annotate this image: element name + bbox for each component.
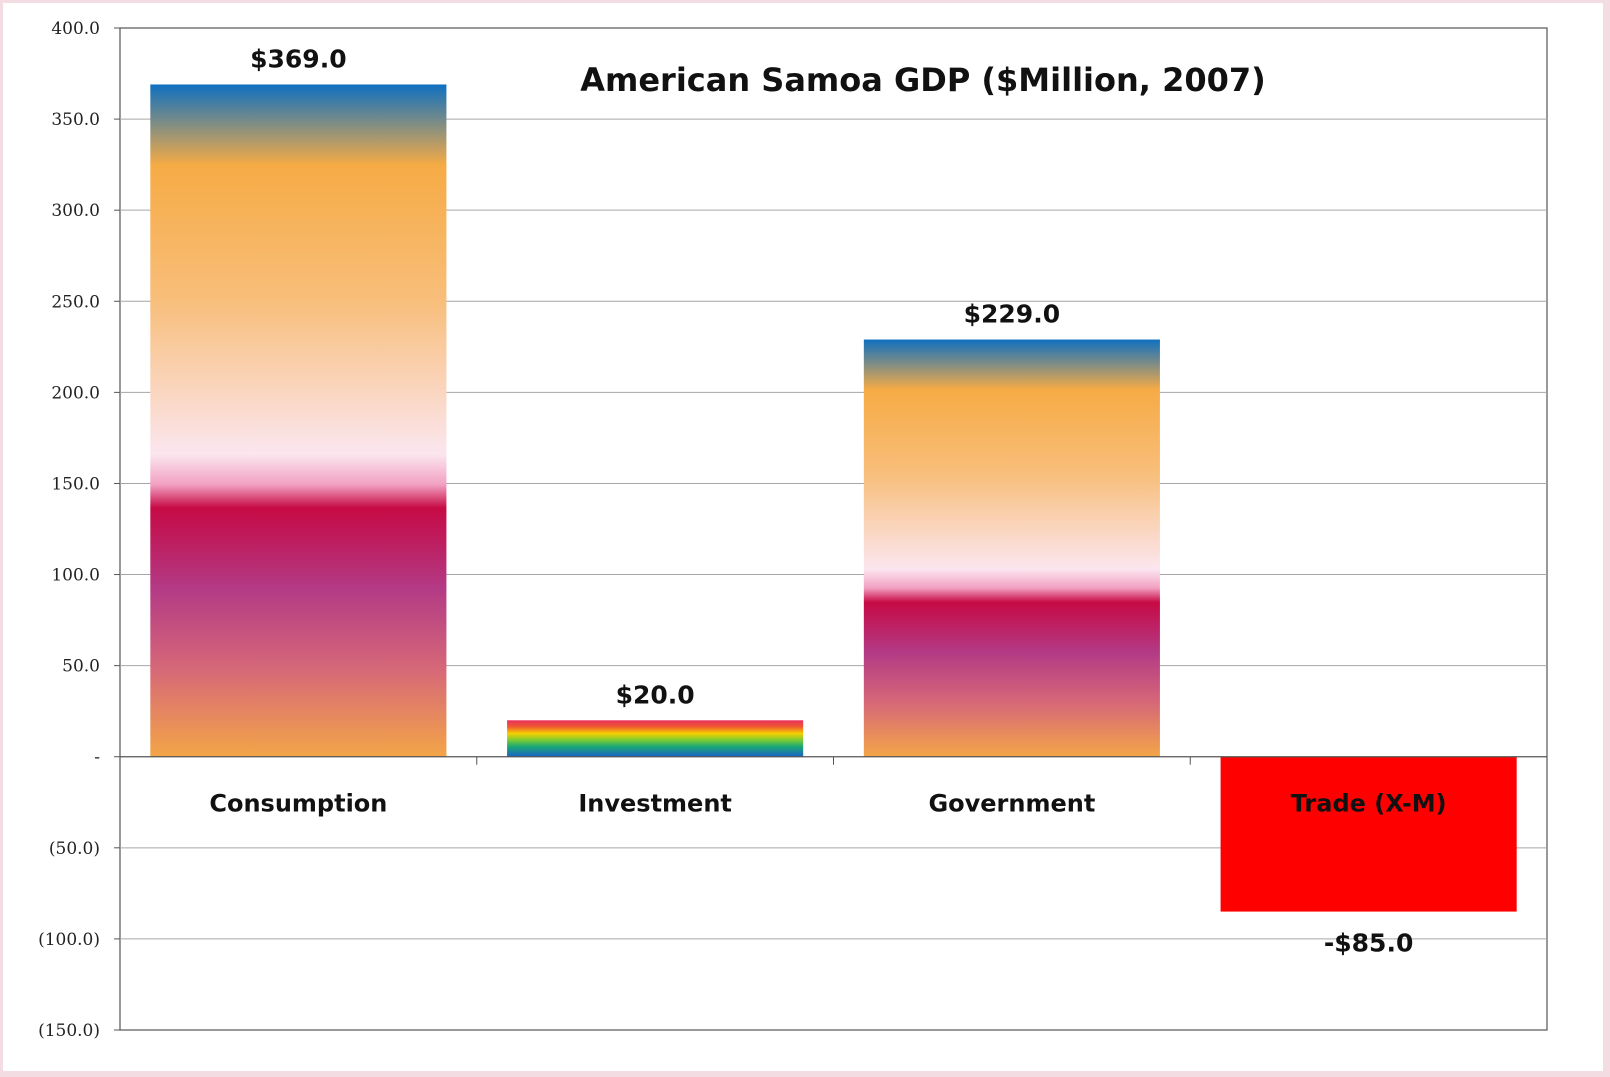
plot-area-border [119,27,1548,1031]
bar-investment [507,720,804,757]
data-label: $369.0 [250,44,346,73]
chart-frame: 400.0 350.0 300.0 250.0 200.0 150.0 100.0 50.0 -… [3,3,1603,1071]
y-tick-label: 300.0 [51,201,100,221]
x-category-label: Trade (X-M) [1291,790,1447,818]
data-label: $20.0 [616,680,695,709]
chart-title: American Samoa GDP ($Million, 2007) [580,61,1266,99]
bar-government [863,339,1160,757]
x-category-label: Government [928,790,1095,818]
data-label: $229.0 [964,300,1060,329]
x-category-label: Consumption [209,790,387,818]
y-tick-label: (50.0) [49,839,100,859]
y-tick-label: (100.0) [38,930,100,950]
y-tick-label: 250.0 [51,292,100,312]
y-tick-label: - [94,748,100,768]
y-tick-label: 50.0 [62,657,100,677]
bar-chart: 400.0 350.0 300.0 250.0 200.0 150.0 100.0 50.0 -… [38,19,1548,1041]
y-tick-label: 100.0 [51,566,100,586]
bar-trade-x-m [1220,756,1517,912]
y-tick-label: 350.0 [51,110,100,130]
data-label: -$85.0 [1324,929,1413,958]
y-tick-label: 150.0 [51,474,100,494]
y-tick-label: (150.0) [38,1021,100,1041]
bar-consumption [150,84,447,757]
y-tick-label: 200.0 [51,383,100,403]
y-tick-label: 400.0 [51,19,100,39]
x-category-label: Investment [578,790,732,818]
